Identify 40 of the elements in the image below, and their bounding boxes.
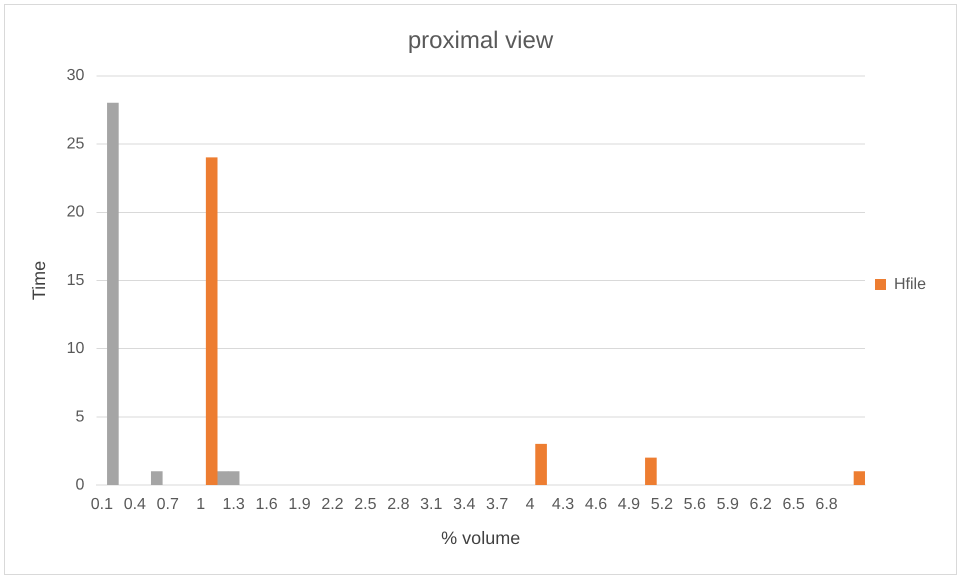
x-tick-label: 0.7 (156, 496, 179, 514)
x-tick-label: 1.3 (222, 496, 245, 514)
x-tick-label: 1.6 (255, 496, 278, 514)
bar (150, 471, 163, 486)
x-tick-label: 2.5 (354, 496, 377, 514)
y-tick-label: 10 (66, 340, 84, 358)
x-tick-label: 5.9 (716, 496, 739, 514)
x-tick-label: 6.8 (815, 496, 838, 514)
x-tick-label: 6.2 (750, 496, 772, 514)
x-tick-label: 4.6 (584, 496, 608, 514)
x-tick-label: 4.3 (552, 496, 574, 514)
legend-label: Hfile (894, 276, 926, 293)
x-tick-label: 3.4 (453, 496, 476, 514)
x-tick-label: 1 (196, 496, 206, 514)
chart-title: proximal view (408, 27, 554, 54)
x-tick-label: 3.7 (486, 496, 508, 514)
y-tick-label: 30 (66, 67, 84, 84)
x-tick-label: 0.4 (124, 496, 146, 514)
bar (854, 471, 865, 486)
x-tick-label: 3.1 (420, 496, 443, 514)
bar (206, 157, 218, 486)
x-tick-label: 0.1 (90, 496, 114, 514)
y-tick-label: 25 (66, 135, 84, 152)
y-tick-label: 0 (75, 476, 84, 494)
x-axis-title: % volume (441, 528, 520, 548)
y-tick-label: 20 (66, 204, 84, 221)
x-tick-label: 2.2 (321, 496, 344, 514)
bar (535, 444, 547, 486)
x-tick-label: 1.9 (288, 496, 311, 514)
x-tick-label: 4.9 (618, 496, 640, 514)
x-tick-label: 6.5 (782, 496, 805, 514)
bar (107, 102, 119, 486)
x-tick-label: 2.8 (387, 496, 410, 514)
y-tick-label: 15 (66, 272, 84, 289)
y-tick-label: 5 (75, 408, 84, 426)
x-tick-label: 5.2 (650, 496, 674, 514)
bar (645, 458, 657, 486)
x-tick-label: 4 (526, 496, 535, 514)
x-tick-label: 5.6 (684, 496, 706, 514)
y-axis-title: Time (28, 260, 49, 300)
